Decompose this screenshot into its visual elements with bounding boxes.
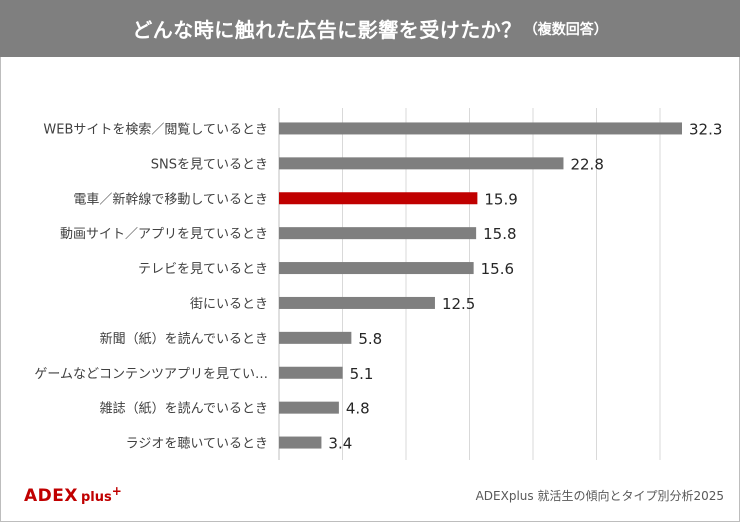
category-label: 新聞（紙）を読んでいるとき [100, 331, 268, 347]
bar [279, 366, 343, 379]
category-label: 電車／新幹線で移動しているとき [73, 191, 268, 207]
bar [279, 157, 564, 170]
data-label: 15.9 [484, 190, 517, 208]
data-label: 4.8 [346, 400, 370, 418]
title-bar: どんな時に触れた広告に影響を受けたか？ （複数回答） [0, 0, 740, 57]
data-label: 5.1 [350, 365, 374, 383]
category-label: SNSを見ているとき [151, 157, 268, 172]
data-label: 3.4 [328, 435, 352, 453]
bar [279, 436, 322, 449]
data-label: 22.8 [570, 155, 603, 173]
chart-subtitle: （複数回答） [523, 21, 608, 38]
category-label: テレビを見ているとき [138, 262, 268, 277]
data-label: 12.5 [442, 295, 475, 313]
category-label: 動画サイト／アプリを見ているとき [60, 227, 268, 242]
chart-title: どんな時に触れた広告に影響を受けたか？ [132, 18, 522, 42]
logo-main-text: ADEX [24, 486, 78, 506]
logo-plus-mark: + [111, 484, 122, 498]
bar [279, 401, 339, 414]
category-label: 雑誌（紙）を読んでいるとき [100, 401, 268, 417]
category-label: ゲームなどコンテンツアプリを見てい… [34, 367, 268, 382]
data-label: 15.6 [481, 260, 514, 278]
bar [279, 227, 477, 240]
source-note: ADEXplus 就活生の傾向とタイプ別分析2025 [475, 489, 724, 503]
bar [279, 331, 352, 344]
bar [279, 192, 478, 205]
bar [279, 122, 682, 135]
logo-sub-text: plus [81, 490, 112, 505]
category-label: 街にいるとき [190, 297, 268, 312]
adex-plus-logo: ADEX plus+ [24, 484, 122, 506]
bar [279, 296, 435, 309]
data-label: 5.8 [358, 330, 382, 348]
data-label: 15.8 [483, 225, 516, 243]
category-label: WEBサイトを検索／閲覧しているとき [43, 121, 268, 137]
bar [279, 262, 474, 275]
category-label: ラジオを聴いているとき [126, 437, 268, 452]
data-label: 32.3 [689, 120, 722, 138]
